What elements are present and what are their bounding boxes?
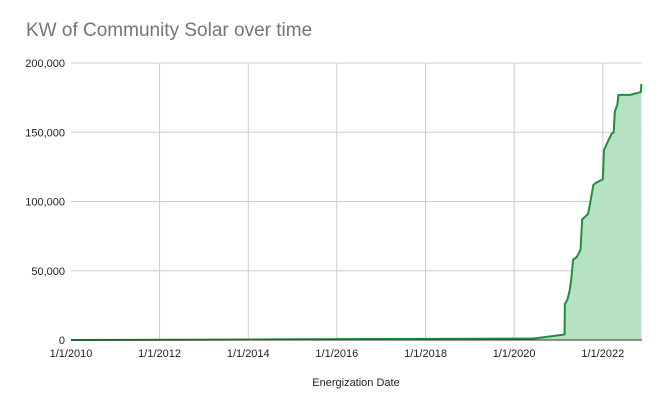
y-tick-label: 0 xyxy=(59,335,65,347)
x-tick-label: 1/1/2020 xyxy=(493,348,536,360)
y-tick-labels: 0 50,000 100,000 150,000 200,000 xyxy=(25,58,65,347)
x-tick-label: 1/1/2014 xyxy=(227,348,270,360)
y-tick-label: 150,000 xyxy=(25,127,65,139)
series-line xyxy=(70,83,643,341)
x-tick-labels: 1/1/2010 1/1/2012 1/1/2014 1/1/2016 1/1/2018… xyxy=(50,348,625,360)
series-area-fill xyxy=(71,83,642,341)
x-axis-title: Energization Date xyxy=(312,377,399,389)
x-tick-label: 1/1/2010 xyxy=(50,348,93,360)
y-tick-label: 200,000 xyxy=(25,58,65,70)
y-tick-label: 50,000 xyxy=(31,266,65,278)
x-tick-label: 1/1/2018 xyxy=(404,348,447,360)
series-area xyxy=(70,83,643,341)
y-tick-label: 100,000 xyxy=(25,197,65,209)
x-tick-label: 1/1/2016 xyxy=(315,348,358,360)
x-tick-label: 1/1/2022 xyxy=(581,348,624,360)
x-tick-label: 1/1/2012 xyxy=(138,348,181,360)
grid xyxy=(71,62,642,340)
chart-title: KW of Community Solar over time xyxy=(26,20,313,41)
